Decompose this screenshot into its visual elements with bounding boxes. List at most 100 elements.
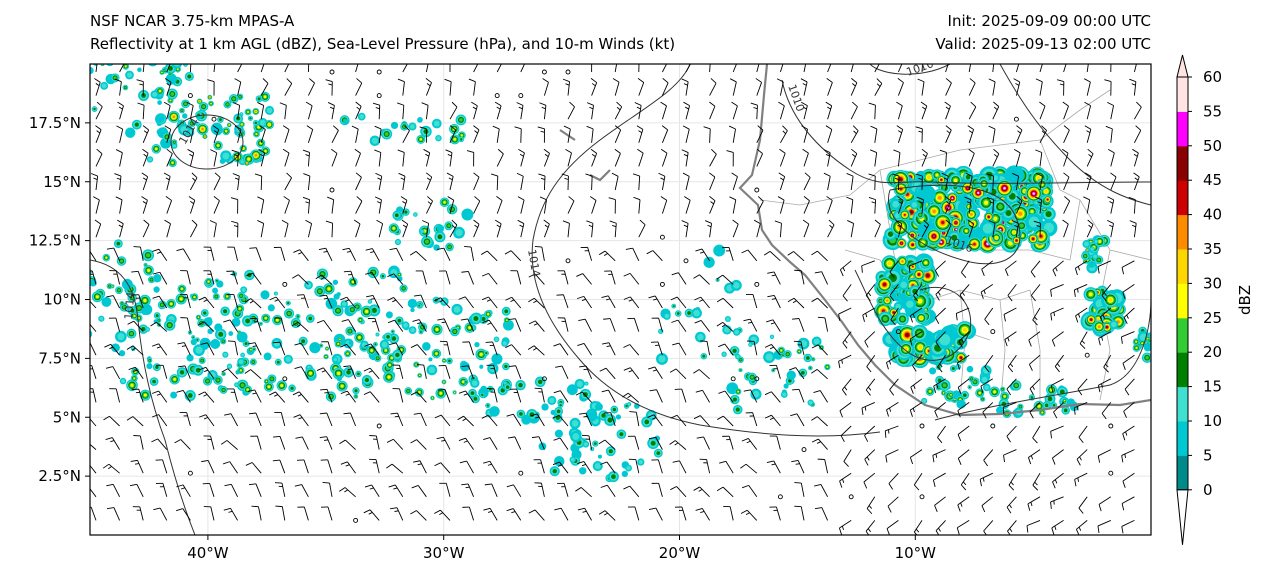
echo-cell	[186, 354, 194, 362]
wind-barb	[510, 270, 522, 285]
echo-cell	[716, 279, 719, 281]
echo-cell	[173, 141, 176, 144]
echo-cell	[502, 341, 507, 346]
echo-cell	[448, 245, 451, 249]
wind-barb	[496, 148, 504, 167]
calm-wind-circle	[659, 234, 665, 240]
wind-barb	[842, 284, 852, 302]
echo-cell	[1046, 198, 1049, 201]
echo-cell	[395, 352, 400, 358]
wind-barb	[780, 125, 788, 144]
echo-cell	[479, 364, 484, 369]
echo-cell	[116, 241, 121, 246]
echo-cell	[912, 265, 914, 268]
echo-cell	[656, 451, 661, 456]
echo-cell	[697, 333, 704, 341]
echo-cell	[125, 127, 136, 138]
echo-cell	[371, 137, 379, 144]
echo-cell	[153, 274, 162, 283]
echo-cell	[95, 295, 99, 299]
echo-cell	[169, 99, 172, 102]
echo-cell	[108, 285, 111, 288]
echo-cell	[693, 309, 700, 317]
echo-cell	[192, 336, 195, 339]
wind-barb	[565, 149, 572, 167]
wind-barb	[209, 220, 217, 238]
wind-barb	[728, 125, 736, 143]
echo-cell	[1037, 404, 1041, 408]
echo-cell	[343, 119, 349, 125]
wind-barb	[939, 149, 947, 167]
echo-cell	[223, 309, 228, 314]
echo-cell	[504, 364, 508, 369]
echo-cell	[264, 316, 268, 320]
wind-barb	[968, 78, 976, 96]
wind-barb	[180, 270, 191, 285]
echo-cell	[202, 105, 206, 109]
wind-barb	[945, 125, 952, 143]
echo-cell	[453, 306, 461, 313]
echo-cell	[900, 281, 907, 289]
echo-cell	[436, 224, 445, 233]
echo-cell	[439, 391, 443, 395]
echo-cell	[238, 307, 242, 310]
echo-cell	[461, 208, 474, 221]
echo-cell	[209, 372, 216, 379]
echo-cell	[1084, 241, 1089, 247]
echo-cell	[359, 114, 365, 119]
wind-barb	[142, 219, 150, 238]
echo-cell	[207, 328, 214, 335]
wind-barb	[961, 260, 970, 278]
wind-barb	[868, 196, 877, 214]
echo-cell	[169, 72, 172, 75]
echo-cell	[370, 349, 374, 352]
wind-barb	[537, 126, 545, 143]
wind-barb	[327, 102, 335, 120]
echo-cell	[750, 375, 754, 379]
wind-barb	[660, 101, 667, 120]
echo-cell	[418, 374, 421, 377]
echo-cell	[556, 409, 561, 414]
echo-cell	[371, 307, 377, 313]
echo-cell	[428, 366, 436, 374]
echo-cell	[455, 229, 463, 237]
echo-cell	[354, 389, 358, 393]
echo-cell	[133, 377, 136, 380]
echo-cell	[798, 350, 801, 353]
echo-cell	[121, 302, 123, 305]
echo-cell	[239, 95, 242, 98]
wind-barb	[1086, 148, 1094, 167]
echo-cell	[559, 403, 562, 407]
wind-barb	[684, 196, 691, 214]
echo-cell	[119, 259, 124, 263]
echo-cell	[148, 157, 152, 162]
wind-barb	[753, 219, 761, 238]
wind-barb	[327, 196, 335, 214]
calm-wind-circle	[565, 69, 571, 75]
wind-barb	[1013, 148, 1021, 167]
echo-cell	[196, 338, 199, 341]
wind-barb	[494, 219, 502, 238]
wind-barb	[464, 246, 475, 261]
wind-barb	[293, 249, 309, 262]
echo-cell	[1108, 298, 1113, 302]
echo-cell	[241, 287, 246, 292]
echo-cell	[203, 317, 213, 327]
wind-barb	[731, 101, 738, 120]
wind-barb	[473, 125, 480, 143]
wind-barb	[934, 260, 946, 277]
wind-barb	[1134, 101, 1142, 120]
echo-cell	[339, 338, 341, 341]
echo-cell	[327, 287, 331, 291]
wind-barb	[307, 78, 315, 96]
echo-cell	[179, 297, 183, 301]
wind-barb	[1062, 219, 1069, 238]
echo-cell	[93, 107, 96, 111]
echo-cell	[155, 114, 165, 124]
echo-cell	[1088, 261, 1096, 268]
wind-barb	[814, 271, 829, 285]
wind-barb	[633, 196, 641, 214]
echo-cell	[388, 363, 391, 367]
wind-barb	[1039, 101, 1046, 120]
wind-barb	[777, 196, 785, 214]
